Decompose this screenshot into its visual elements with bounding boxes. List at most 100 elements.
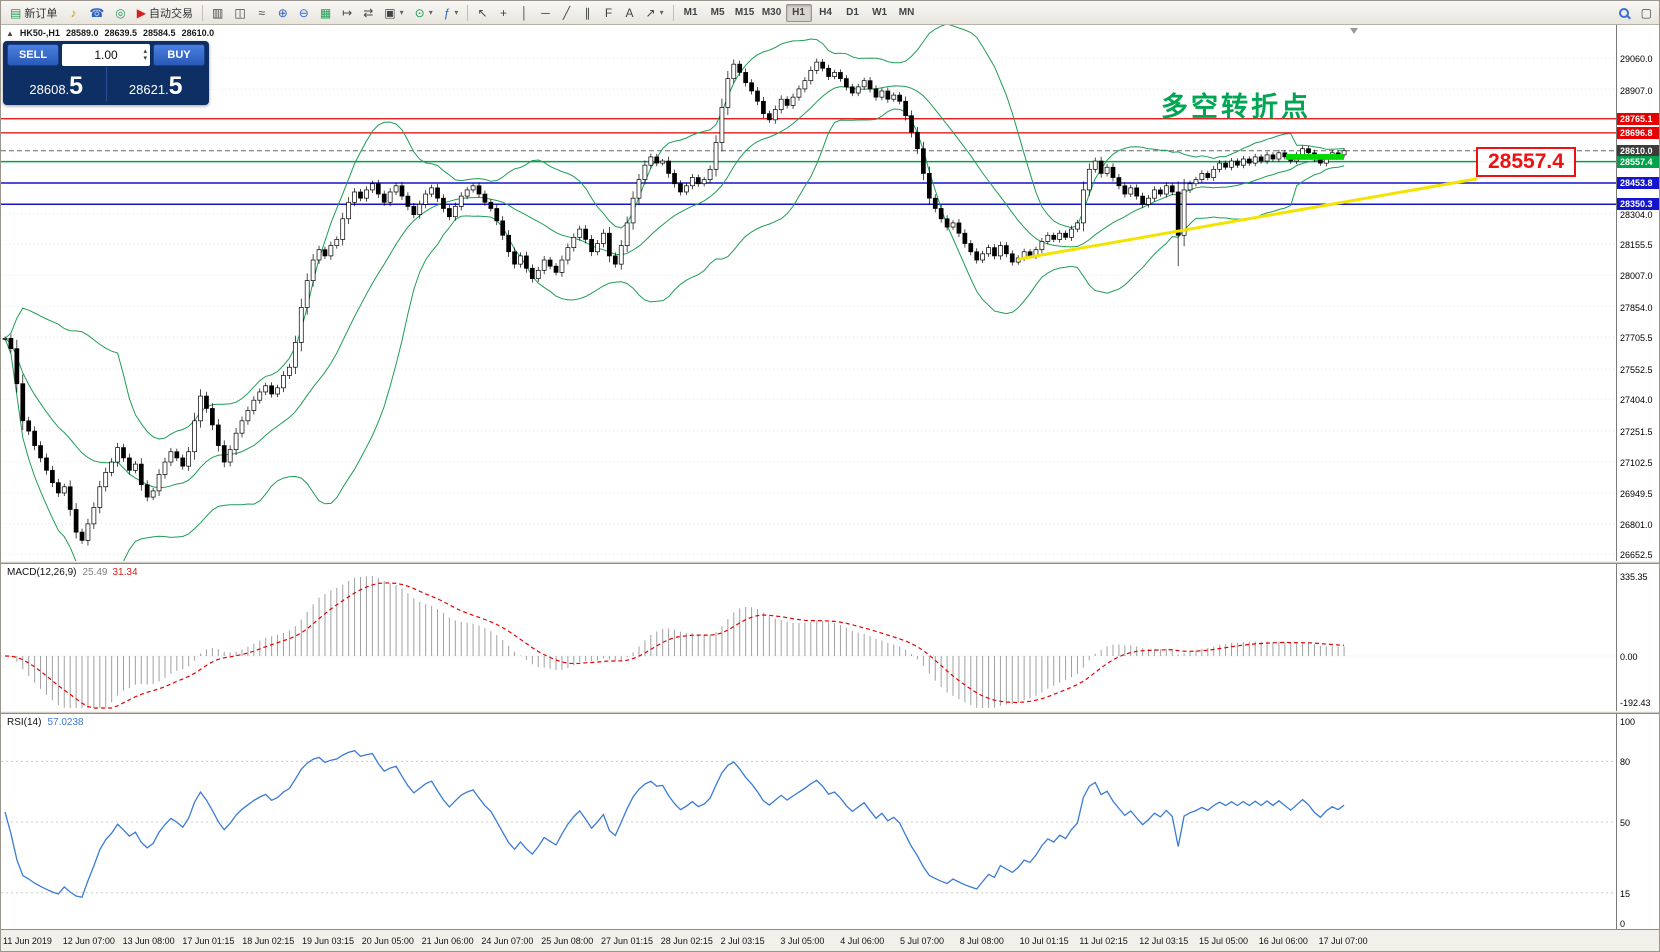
time-label: 28 Jun 02:15 [660, 936, 713, 946]
fibonacci-icon: F [604, 5, 613, 20]
macd-label: MACD(12,26,9) 25.49 31.34 [7, 567, 138, 578]
arrows-tool-button[interactable]: ↗ ▾ [641, 3, 669, 23]
price-badge: 28610.0 [1617, 144, 1659, 157]
timeframe-m15[interactable]: M15 [734, 7, 755, 18]
price-badge: 28453.8 [1617, 176, 1659, 189]
periods-button[interactable]: ⊙ ▾ [410, 3, 438, 23]
timeframe-m1[interactable]: M1 [683, 7, 698, 18]
sell-button[interactable]: SELL [7, 44, 59, 66]
ohlc-low: 28584.5 [143, 28, 176, 38]
horizontal-line-button[interactable]: ─ [536, 3, 556, 23]
price-callout: 28557.4 [1476, 147, 1576, 177]
auto-scroll-icon: ↦ [342, 5, 353, 20]
crosshair-button[interactable]: + [494, 3, 514, 23]
sound-button[interactable]: ♪ [63, 3, 83, 23]
time-label: 8 Jul 08:00 [959, 936, 1004, 946]
text-tool-button[interactable]: A [620, 3, 640, 23]
channel-button[interactable]: ∥ [578, 3, 598, 23]
bar-chart-button[interactable]: ▥ [207, 3, 228, 23]
time-label: 25 Jun 08:00 [541, 936, 594, 946]
turning-point-annotation: 多空转折点 [1161, 92, 1311, 122]
macd-signal-value: 31.34 [112, 567, 138, 578]
panel-separator[interactable] [1, 711, 1659, 714]
volume-increase-button[interactable]: ▴ [143, 48, 147, 55]
timeframe-mn[interactable]: MN [898, 7, 915, 18]
chart-shift-button[interactable]: ⇄ [358, 3, 378, 23]
arrows-tool-icon: ↗ [645, 5, 656, 20]
new-order-label: 新订单 [24, 7, 58, 20]
panel-separator[interactable] [1, 561, 1659, 564]
vertical-line-button[interactable]: │ [515, 3, 535, 23]
fibonacci-button[interactable]: F [599, 3, 619, 23]
tile-windows-button[interactable]: ▣ ▾ [379, 3, 408, 23]
price-axis[interactable]: 29060.0 28907.0 28304.0 28155.5 28007.0 27854… [1616, 25, 1659, 929]
timeframe-m30[interactable]: M30 [761, 7, 782, 18]
line-chart-icon: ≈ [258, 5, 265, 20]
auto-trading-button[interactable]: ▶ 自动交易 [132, 3, 198, 23]
price-tick: 26949.5 [1620, 489, 1653, 500]
dropdown-arrow-icon: ▾ [454, 8, 459, 17]
time-label: 17 Jul 07:00 [1318, 936, 1368, 946]
time-axis[interactable]: 11 Jun 2019 12 Jun 07:00 13 Jun 08:00 17 Ju… [1, 929, 1659, 951]
timeframe-h1[interactable]: H1 [785, 3, 812, 22]
time-label: 20 Jun 05:00 [361, 936, 414, 946]
sound-icon: ♪ [70, 5, 77, 20]
indicators-icon: ƒ [443, 5, 451, 20]
macd-panel-canvas[interactable] [1, 564, 1616, 711]
rsi-label: RSI(14) 57.0238 [7, 717, 84, 728]
clock-icon: ⊙ [414, 5, 425, 20]
macd-name: MACD(12,26,9) [7, 567, 77, 578]
time-label: 4 Jul 06:00 [840, 936, 885, 946]
community-icon: ◎ [115, 5, 126, 20]
volume-input[interactable]: 1.00 ▴ ▾ [62, 44, 150, 66]
price-tick: 28907.0 [1620, 85, 1653, 96]
time-label: 15 Jul 05:00 [1199, 936, 1249, 946]
chart-shift-marker[interactable] [1350, 28, 1358, 34]
collapse-oct-arrow[interactable]: ▲ [6, 28, 14, 38]
cursor-button[interactable]: ↖ [472, 3, 492, 23]
dropdown-arrow-icon: ▾ [399, 8, 404, 17]
macd-axis-label: -192.43 [1620, 697, 1651, 708]
ohlc-close: 28610.0 [181, 28, 215, 38]
buy-button[interactable]: BUY [153, 44, 205, 66]
trendline-button[interactable]: ╱ [557, 3, 577, 23]
zoom-in-button[interactable]: ⊕ [273, 3, 293, 23]
time-label: 12 Jul 03:15 [1139, 936, 1189, 946]
support-icon: ☎ [89, 5, 105, 20]
time-label: 13 Jun 08:00 [122, 936, 175, 946]
timeframe-w1[interactable]: W1 [872, 7, 888, 18]
timeframe-h4[interactable]: H4 [819, 7, 832, 18]
support-button[interactable]: ☎ [84, 3, 109, 23]
time-label: 17 Jun 01:15 [182, 936, 235, 946]
sell-price-main: 28608. [29, 82, 70, 97]
toolbar-separator [467, 4, 469, 21]
new-order-button[interactable]: ▤ 新订单 [5, 3, 62, 23]
rsi-panel-canvas[interactable] [1, 714, 1616, 929]
crosshair-icon: + [499, 5, 507, 20]
time-label: 16 Jul 06:00 [1258, 936, 1308, 946]
zoom-out-button[interactable]: ⊖ [294, 3, 314, 23]
workspace-button[interactable]: ▢ [1636, 3, 1657, 23]
price-tick: 27854.0 [1620, 302, 1653, 313]
rsi-axis-label: 80 [1620, 757, 1631, 768]
volume-decrease-button[interactable]: ▾ [143, 55, 147, 62]
auto-scroll-button[interactable]: ↦ [337, 3, 357, 23]
timeframe-d1[interactable]: D1 [846, 7, 859, 18]
buy-price-main: 28621. [128, 82, 169, 97]
timeframe-m5[interactable]: M5 [710, 7, 725, 18]
line-chart-button[interactable]: ≈ [252, 3, 272, 23]
dropdown-arrow-icon: ▾ [659, 8, 664, 17]
main-chart-canvas[interactable] [1, 25, 1616, 561]
price-tick: 27251.5 [1620, 426, 1653, 437]
ohlc-open: 28589.0 [65, 28, 99, 38]
grid-button[interactable]: ▦ [315, 3, 336, 23]
search-button[interactable] [1614, 3, 1634, 23]
candle-chart-button[interactable]: ◫ [229, 3, 250, 23]
price-tick: 27552.5 [1620, 364, 1653, 375]
community-button[interactable]: ◎ [110, 3, 130, 23]
sell-price-big: 5 [69, 72, 84, 101]
text-tool-icon: A [625, 5, 634, 20]
grid-icon: ▦ [319, 5, 332, 20]
indicators-button[interactable]: ƒ ▾ [439, 3, 464, 23]
price-tick: 28007.0 [1620, 271, 1653, 282]
